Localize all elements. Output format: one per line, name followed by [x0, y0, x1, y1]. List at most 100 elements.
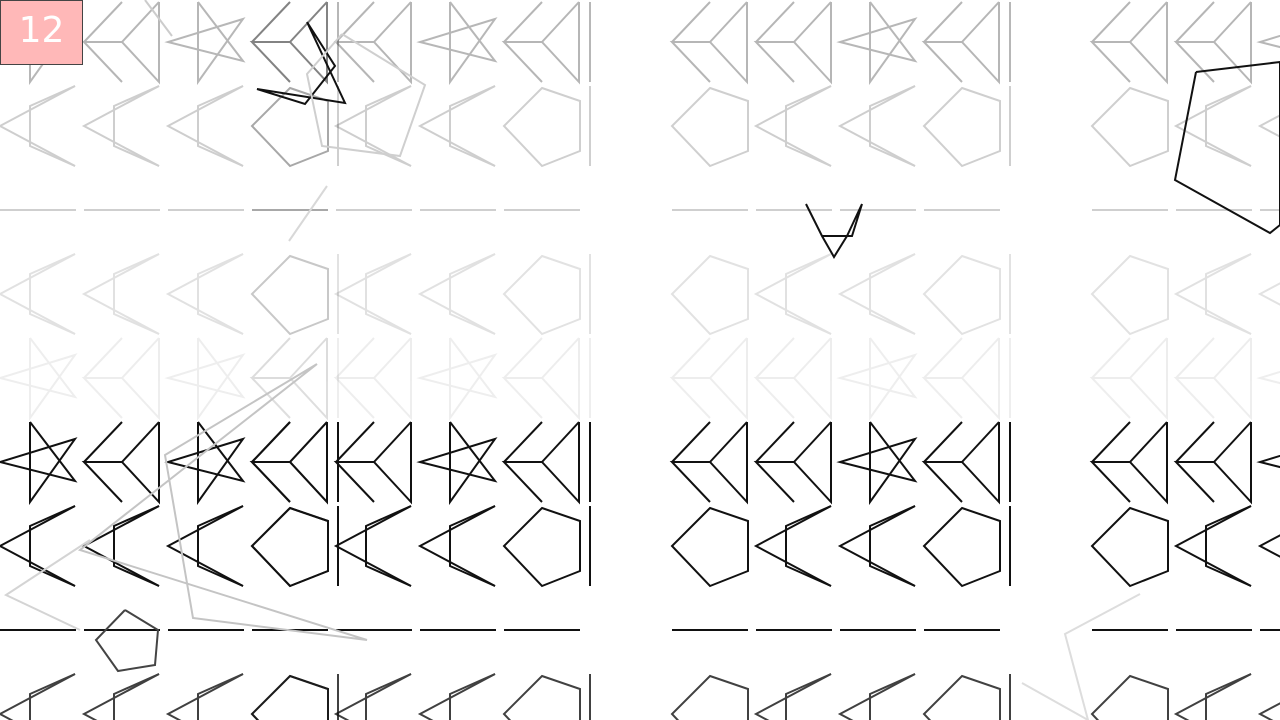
grid-glyph-chevron	[755, 673, 832, 720]
grid-glyph-pentagon	[251, 507, 329, 587]
grid-glyph-bowtie	[671, 421, 748, 503]
active-piece-star[interactable]	[256, 21, 347, 106]
grid-glyph-pentagon	[923, 507, 1001, 587]
ghost-piece-top-left	[144, 0, 173, 37]
grid-glyph-pentagon	[1091, 507, 1169, 587]
grid-glyph-chevron	[0, 673, 76, 720]
score-badge: 12	[0, 0, 83, 65]
grid-glyph-pentagon	[671, 507, 749, 587]
ghost-piece-small-pentagon	[94, 609, 160, 673]
grid-glyph-pentagon	[1091, 87, 1169, 167]
grid-glyph-star	[1259, 421, 1280, 503]
grid-glyph-pentagon	[671, 255, 749, 335]
grid-glyph-pentagon	[923, 675, 1001, 720]
grid-glyph-bowtie	[755, 1, 832, 83]
grid-glyph-chevron	[419, 253, 496, 335]
ghost-piece-lower-right	[1021, 593, 1141, 720]
grid-glyph-bowtie	[1091, 421, 1168, 503]
grid-glyph-chevron	[0, 253, 76, 335]
grid-glyph-star	[839, 1, 916, 83]
grid-glyph-star	[0, 421, 76, 503]
grid-glyph-bowtie	[755, 421, 832, 503]
grid-glyph-pentagon	[251, 255, 329, 335]
grid-glyph-chevron	[167, 505, 244, 587]
grid-glyph-chevron	[839, 253, 916, 335]
grid-glyph-pentagon	[1091, 255, 1169, 335]
grid-glyph-chevron	[167, 253, 244, 335]
grid-glyph-bowtie	[923, 1, 1000, 83]
grid-glyph-chevron	[755, 85, 832, 167]
active-piece-pentagon[interactable]	[1173, 60, 1280, 235]
grid-glyph-star	[839, 337, 916, 419]
grid-glyph-chevron	[839, 85, 916, 167]
grid-glyph-bowtie	[335, 337, 412, 419]
grid-glyph-chevron	[839, 673, 916, 720]
grid-glyph-bowtie	[503, 337, 580, 419]
active-piece-chevron[interactable]	[805, 203, 863, 259]
ghost-piece-dash	[288, 185, 328, 242]
grid-glyph-bowtie	[671, 1, 748, 83]
grid-glyph-pentagon	[503, 675, 581, 720]
grid-glyph-bowtie	[923, 337, 1000, 419]
grid-glyph-star	[1259, 337, 1280, 419]
grid-glyph-chevron	[1259, 253, 1280, 335]
grid-glyph-chevron	[83, 673, 160, 720]
grid-glyph-bowtie	[1175, 337, 1252, 419]
grid-glyph-pentagon	[671, 87, 749, 167]
grid-glyph-chevron	[83, 253, 160, 335]
grid-glyph-chevron	[335, 253, 412, 335]
grid-glyph-bowtie	[671, 337, 748, 419]
grid-glyph-pentagon	[923, 255, 1001, 335]
grid-glyph-star	[839, 421, 916, 503]
grid-glyph-pentagon	[671, 675, 749, 720]
grid-glyph-bowtie	[503, 1, 580, 83]
grid-glyph-pentagon	[251, 675, 329, 720]
grid-glyph-star	[1259, 1, 1280, 83]
grid-glyph-pentagon	[251, 255, 329, 335]
grid-glyph-star	[419, 337, 496, 419]
grid-glyph-bowtie	[755, 337, 832, 419]
grid-glyph-bowtie	[1091, 1, 1168, 83]
grid-glyph-chevron	[1175, 673, 1252, 720]
grid-glyph-bowtie	[1175, 421, 1252, 503]
grid-glyph-star	[419, 1, 496, 83]
grid-glyph-chevron	[755, 253, 832, 335]
grid-glyph-pentagon	[503, 255, 581, 335]
grid-glyph-bowtie	[923, 421, 1000, 503]
ghost-piece-left-chevron	[3, 539, 91, 631]
grid-glyph-chevron	[0, 85, 76, 167]
grid-glyph-pentagon	[1091, 675, 1169, 720]
grid-glyph-chevron	[1259, 505, 1280, 587]
grid-glyph-chevron	[167, 85, 244, 167]
grid-glyph-star	[167, 1, 244, 83]
grid-glyph-bowtie	[83, 421, 160, 503]
grid-glyph-pentagon	[251, 675, 329, 720]
grid-glyph-chevron	[83, 85, 160, 167]
grid-glyph-chevron	[335, 505, 412, 587]
grid-glyph-chevron	[419, 505, 496, 587]
grid-glyph-pentagon	[923, 87, 1001, 167]
grid-glyph-chevron	[167, 673, 244, 720]
grid-glyph-chevron	[1259, 673, 1280, 720]
grid-glyph-star	[419, 421, 496, 503]
grid-glyph-chevron	[839, 505, 916, 587]
grid-glyph-chevron	[419, 673, 496, 720]
grid-glyph-pentagon	[503, 87, 581, 167]
grid-glyph-star	[0, 337, 76, 419]
grid-glyph-chevron	[1259, 85, 1280, 167]
grid-glyph-pentagon	[251, 507, 329, 587]
grid-glyph-bowtie	[503, 421, 580, 503]
grid-glyph-chevron	[1175, 505, 1252, 587]
grid-glyph-pentagon	[503, 507, 581, 587]
grid-glyph-bowtie	[1091, 337, 1168, 419]
grid-glyph-bowtie	[251, 421, 328, 503]
grid-glyph-chevron	[1175, 85, 1252, 167]
ghost-piece-pentagon	[305, 33, 427, 158]
grid-glyph-chevron	[419, 85, 496, 167]
grid-glyph-bowtie	[335, 421, 412, 503]
grid-glyph-chevron	[335, 673, 412, 720]
grid-glyph-star	[167, 421, 244, 503]
grid-glyph-chevron	[1175, 253, 1252, 335]
grid-glyph-star	[167, 337, 244, 419]
